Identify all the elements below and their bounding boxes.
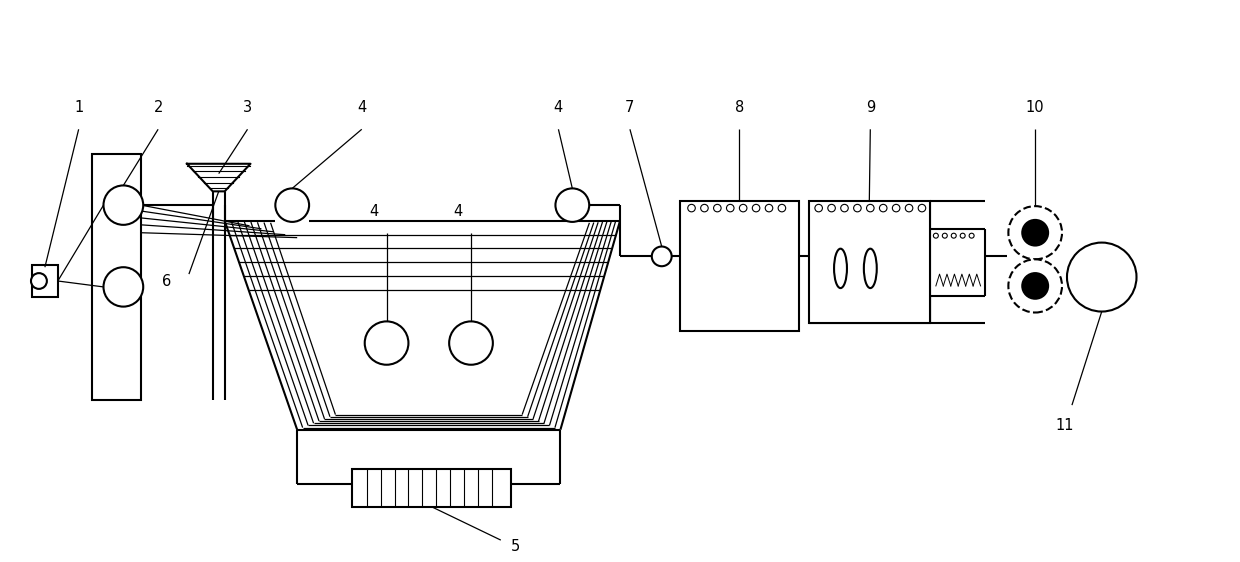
Bar xyxy=(92,154,141,400)
Circle shape xyxy=(1022,273,1048,299)
Text: 11: 11 xyxy=(1055,418,1074,433)
Circle shape xyxy=(713,205,722,212)
Circle shape xyxy=(893,205,900,212)
Circle shape xyxy=(1008,206,1061,259)
Circle shape xyxy=(275,188,309,222)
Text: 4: 4 xyxy=(554,99,563,115)
Text: 4: 4 xyxy=(454,204,463,219)
Circle shape xyxy=(879,205,887,212)
Circle shape xyxy=(365,321,408,365)
Circle shape xyxy=(934,233,939,238)
Circle shape xyxy=(103,267,144,307)
Circle shape xyxy=(828,205,836,212)
Text: 2: 2 xyxy=(154,99,162,115)
Text: 5: 5 xyxy=(511,538,521,554)
Text: 8: 8 xyxy=(734,99,744,115)
Circle shape xyxy=(701,205,708,212)
Circle shape xyxy=(970,233,975,238)
Circle shape xyxy=(103,185,144,225)
Text: 4: 4 xyxy=(357,99,366,115)
Circle shape xyxy=(1066,243,1137,311)
Polygon shape xyxy=(187,164,250,191)
Circle shape xyxy=(867,205,874,212)
Text: 9: 9 xyxy=(866,99,875,115)
Text: 6: 6 xyxy=(162,274,171,289)
Circle shape xyxy=(815,205,822,212)
Text: 3: 3 xyxy=(243,99,252,115)
Circle shape xyxy=(918,205,926,212)
Bar xyxy=(32,265,58,297)
Circle shape xyxy=(739,205,746,212)
Circle shape xyxy=(942,233,947,238)
Circle shape xyxy=(1008,259,1061,312)
Circle shape xyxy=(960,233,965,238)
Bar xyxy=(808,201,930,323)
Text: 7: 7 xyxy=(625,99,635,115)
Text: 10: 10 xyxy=(1025,99,1044,115)
Circle shape xyxy=(652,247,672,266)
Circle shape xyxy=(727,205,734,212)
Circle shape xyxy=(1022,220,1048,246)
Circle shape xyxy=(688,205,696,212)
Circle shape xyxy=(765,205,773,212)
Circle shape xyxy=(449,321,492,365)
Circle shape xyxy=(905,205,913,212)
Circle shape xyxy=(853,205,861,212)
Bar xyxy=(680,201,799,331)
Bar xyxy=(352,469,511,506)
Circle shape xyxy=(951,233,956,238)
Circle shape xyxy=(779,205,786,212)
Circle shape xyxy=(753,205,760,212)
Ellipse shape xyxy=(864,249,877,288)
Circle shape xyxy=(841,205,848,212)
Text: 1: 1 xyxy=(74,99,83,115)
Ellipse shape xyxy=(835,249,847,288)
Text: 4: 4 xyxy=(370,204,378,219)
Circle shape xyxy=(31,273,47,289)
Circle shape xyxy=(556,188,589,222)
